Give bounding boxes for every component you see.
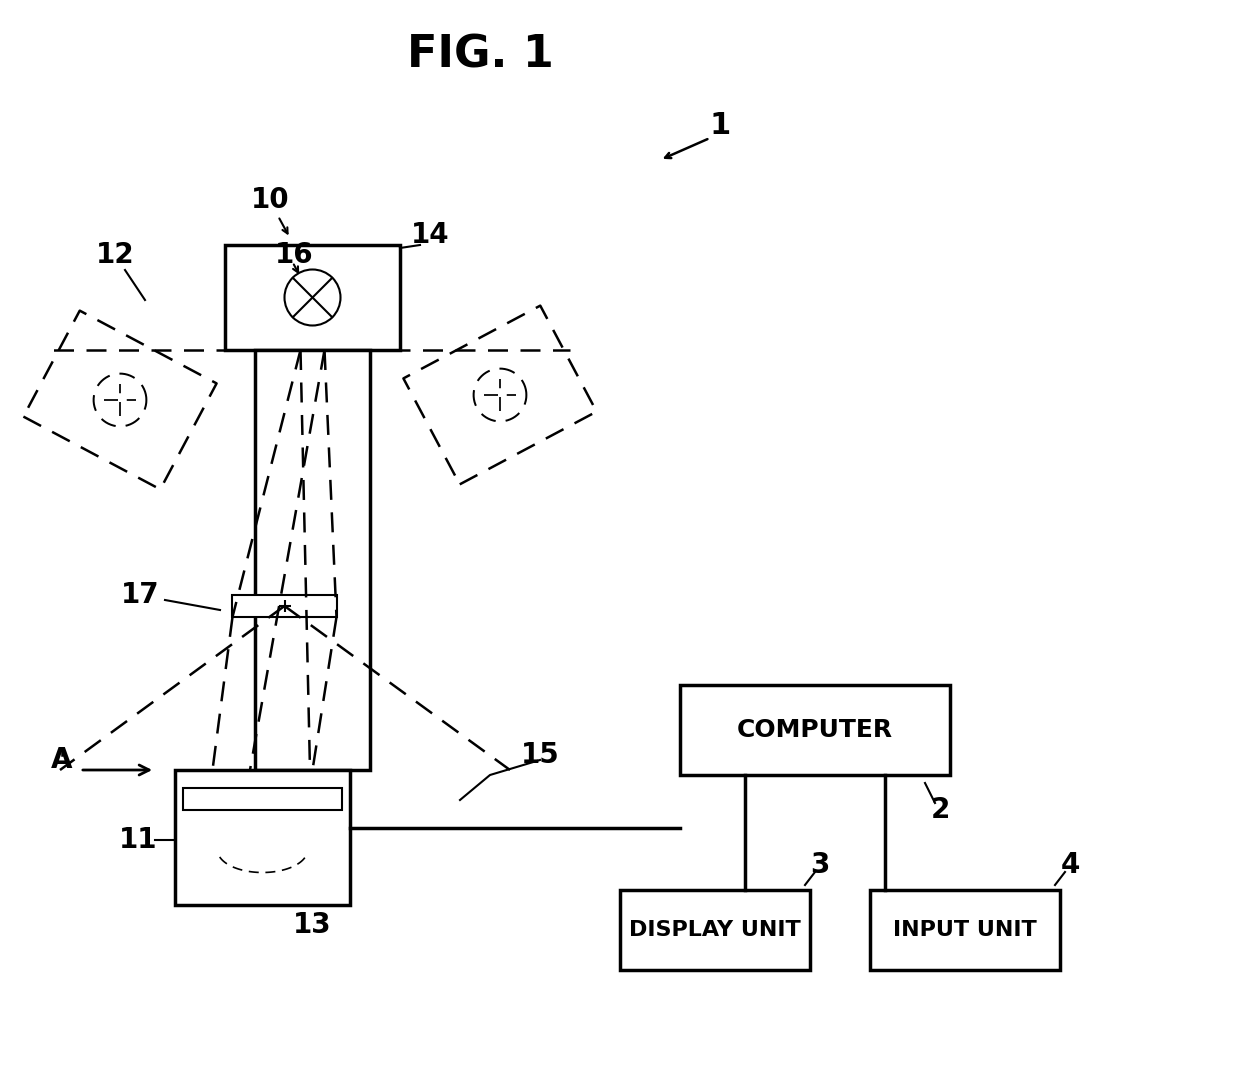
FancyBboxPatch shape [224, 245, 401, 350]
Text: 2: 2 [930, 796, 950, 824]
Text: A: A [51, 746, 73, 774]
Text: 12: 12 [95, 241, 134, 269]
Text: FIG. 1: FIG. 1 [407, 34, 553, 76]
Text: 10: 10 [250, 185, 289, 214]
Text: 1: 1 [709, 110, 730, 140]
Text: 3: 3 [810, 851, 830, 879]
Text: 15: 15 [521, 741, 559, 769]
Text: COMPUTER: COMPUTER [737, 718, 893, 742]
Text: 17: 17 [120, 582, 159, 609]
Text: 4: 4 [1060, 851, 1080, 879]
Text: INPUT UNIT: INPUT UNIT [893, 920, 1037, 940]
Text: 14: 14 [410, 221, 449, 249]
FancyBboxPatch shape [680, 685, 950, 775]
FancyBboxPatch shape [175, 770, 350, 906]
FancyBboxPatch shape [620, 890, 810, 970]
Text: 13: 13 [293, 911, 331, 939]
Text: DISPLAY UNIT: DISPLAY UNIT [629, 920, 801, 940]
Text: 11: 11 [119, 826, 157, 854]
Text: 16: 16 [275, 241, 314, 269]
FancyBboxPatch shape [870, 890, 1060, 970]
FancyBboxPatch shape [232, 595, 337, 618]
FancyBboxPatch shape [255, 350, 370, 770]
FancyBboxPatch shape [184, 788, 342, 810]
